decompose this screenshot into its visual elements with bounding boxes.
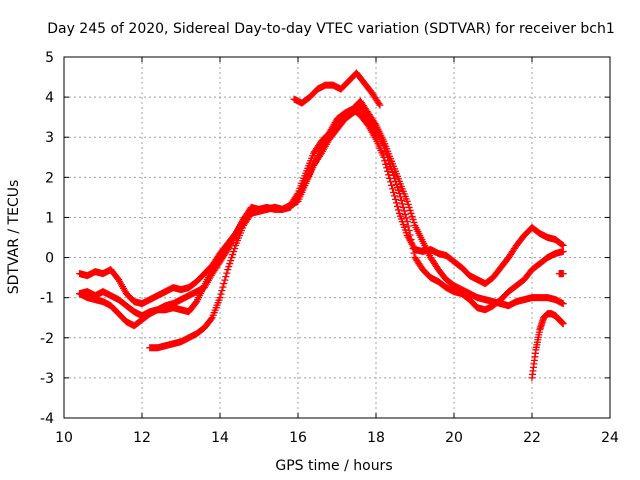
data-point (405, 226, 413, 234)
series-track-c (76, 97, 567, 330)
data-point (559, 270, 567, 278)
x-tick-label: 22 (523, 430, 541, 446)
data-point (559, 320, 567, 328)
data-point (408, 240, 416, 248)
data-point (410, 249, 418, 257)
x-tick-label: 12 (133, 430, 151, 446)
data-point (218, 287, 226, 295)
data-point (246, 211, 254, 219)
data-point (559, 248, 567, 256)
data-point (408, 212, 416, 220)
data-point (393, 183, 401, 191)
series-track-g (555, 270, 567, 278)
data-point (227, 257, 235, 265)
y-tick-label: 1 (45, 210, 54, 226)
data-point (558, 241, 566, 249)
grid (64, 57, 610, 418)
data-point (404, 222, 412, 230)
data-point (402, 214, 410, 222)
data-point (375, 100, 383, 108)
data-point (247, 209, 255, 217)
data-point (223, 269, 231, 277)
data-point (220, 280, 228, 288)
data-point (409, 215, 417, 223)
data-point (225, 263, 233, 271)
data-point (406, 231, 414, 239)
y-tick-label: -1 (40, 291, 54, 307)
y-axis-label: SDTVAR / TECUs (6, 180, 22, 295)
data-point (403, 197, 411, 205)
data-point (384, 167, 392, 175)
data-point (403, 217, 411, 225)
data-point (382, 160, 390, 168)
y-tick-label: -2 (40, 331, 54, 347)
x-tick-label: 16 (289, 430, 307, 446)
data-point (410, 218, 418, 226)
data-point (405, 203, 413, 211)
data-point (394, 186, 402, 194)
data-point (390, 188, 398, 196)
chart-title: Day 245 of 2020, Sidereal Day-to-day VTE… (47, 21, 615, 37)
data-point (226, 260, 234, 268)
data-point (229, 251, 237, 259)
data-point (392, 199, 400, 207)
data-point (219, 283, 227, 291)
data-point (559, 300, 567, 308)
data-point (407, 236, 415, 244)
y-tick-label: 3 (45, 130, 54, 146)
data-point (231, 245, 239, 253)
data-point (407, 209, 415, 217)
x-tick-label: 14 (211, 430, 229, 446)
data-point (399, 203, 407, 211)
data-point (217, 290, 225, 298)
data-point (383, 164, 391, 172)
series-track-d (146, 209, 255, 352)
series-track-e (290, 69, 384, 109)
plot-frame (63, 56, 611, 419)
y-tick-label: 5 (45, 50, 54, 66)
x-tick-label: 10 (55, 430, 73, 446)
y-tick-label: -4 (40, 411, 54, 427)
data-point (216, 294, 224, 302)
data-point (391, 192, 399, 200)
data-point (222, 273, 230, 281)
data-point (388, 181, 396, 189)
data-point (376, 101, 384, 109)
data-point (224, 266, 232, 274)
x-tick-label: 24 (601, 430, 619, 446)
series-track-f (528, 310, 567, 382)
data-point (221, 276, 229, 284)
data-point (398, 200, 406, 208)
x-tick-label: 18 (367, 430, 385, 446)
data-point (228, 254, 236, 262)
x-axis-label: GPS time / hours (275, 458, 392, 474)
data-point (404, 200, 412, 208)
data-point (230, 248, 238, 256)
data-points (76, 69, 567, 382)
data-point (394, 206, 402, 214)
data-point (393, 202, 401, 210)
data-point (406, 206, 414, 214)
y-tick-label: 0 (45, 251, 54, 267)
data-point (397, 196, 405, 204)
data-point (389, 185, 397, 193)
data-point (559, 242, 567, 250)
y-tick-label: 4 (45, 90, 54, 106)
x-tick-label: 20 (445, 430, 463, 446)
y-tick-label: 2 (45, 170, 54, 186)
data-point (207, 315, 215, 323)
y-tick-label: -3 (40, 371, 54, 387)
data-point (401, 210, 409, 218)
data-point (409, 245, 417, 253)
data-point (400, 207, 408, 215)
data-point (392, 195, 399, 203)
data-point (371, 120, 379, 128)
